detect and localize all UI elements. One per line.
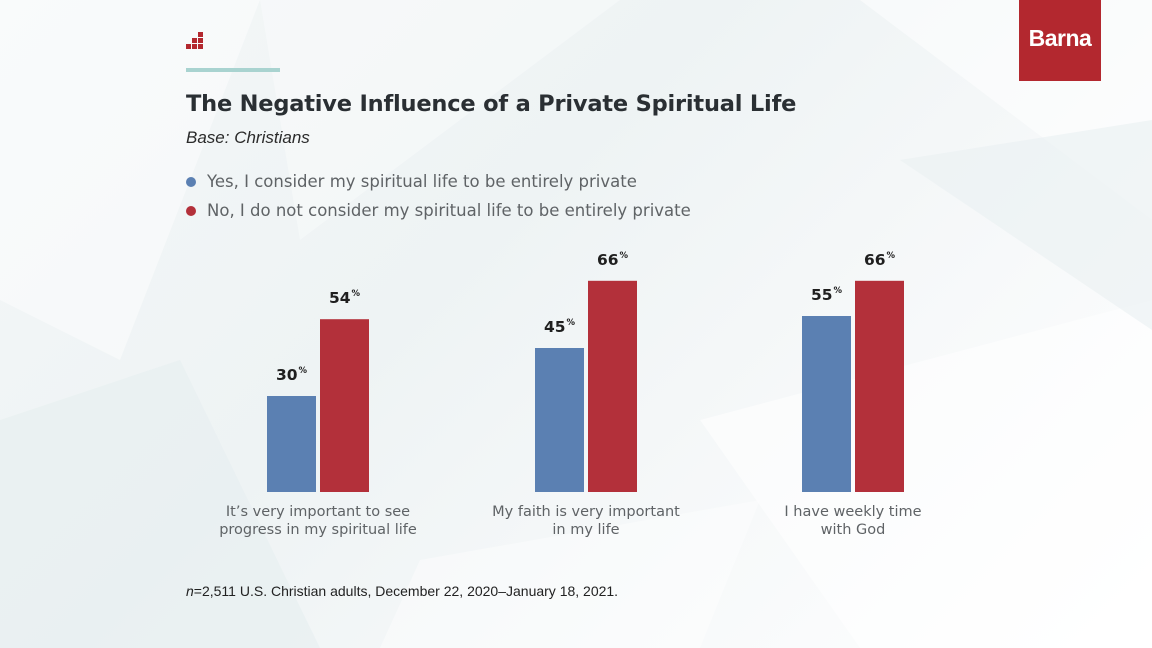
legend-item-no: No, I do not consider my spiritual life …	[186, 196, 691, 225]
legend-swatch-yes	[186, 176, 196, 187]
bar-yes-3	[802, 316, 851, 492]
data-label: 54%	[329, 289, 361, 307]
brand-mark-block	[192, 38, 197, 43]
accent-rule	[186, 68, 280, 72]
bar-no-1	[320, 319, 369, 492]
footnote-n: n	[186, 583, 194, 599]
bar-no-3	[855, 280, 904, 492]
brand-mark-block	[198, 32, 203, 37]
bar-yes-1	[267, 396, 316, 492]
legend-label-no: No, I do not consider my spiritual life …	[207, 201, 691, 220]
category-label: in my life	[552, 522, 619, 538]
brand-mark-block	[186, 44, 191, 49]
data-label: 66%	[597, 251, 629, 269]
bar-yes-2	[535, 348, 584, 492]
footnote: n=2,511 U.S. Christian adults, December …	[186, 583, 618, 599]
bar-no-2	[588, 280, 637, 492]
data-label: 45%	[544, 318, 576, 336]
brand-mark-block	[198, 38, 203, 43]
category-label: It’s very important to see	[226, 504, 410, 520]
footnote-text: =2,511 U.S. Christian adults, December 2…	[193, 583, 619, 599]
category-label: with God	[821, 522, 886, 538]
category-label: I have weekly time	[784, 504, 921, 520]
brand-mark-block	[198, 44, 203, 49]
barna-logo-text: Barna	[1028, 25, 1092, 51]
data-label: 55%	[811, 286, 843, 304]
brand-mark-block	[192, 44, 197, 49]
data-label: 66%	[864, 251, 896, 269]
category-label: My faith is very important	[492, 504, 680, 520]
chart-subtitle: Base: Christians	[186, 128, 310, 147]
chart-title: The Negative Influence of a Private Spir…	[186, 91, 797, 117]
legend-item-yes: Yes, I consider my spiritual life to be …	[186, 167, 691, 196]
chart-legend: Yes, I consider my spiritual life to be …	[186, 167, 691, 225]
legend-label-yes: Yes, I consider my spiritual life to be …	[207, 172, 637, 191]
data-label: 30%	[276, 366, 308, 384]
brand-mark-icon	[186, 32, 203, 49]
barna-logo: Barna	[1019, 0, 1101, 81]
category-label: progress in my spiritual life	[219, 522, 417, 538]
legend-swatch-no	[186, 205, 196, 216]
